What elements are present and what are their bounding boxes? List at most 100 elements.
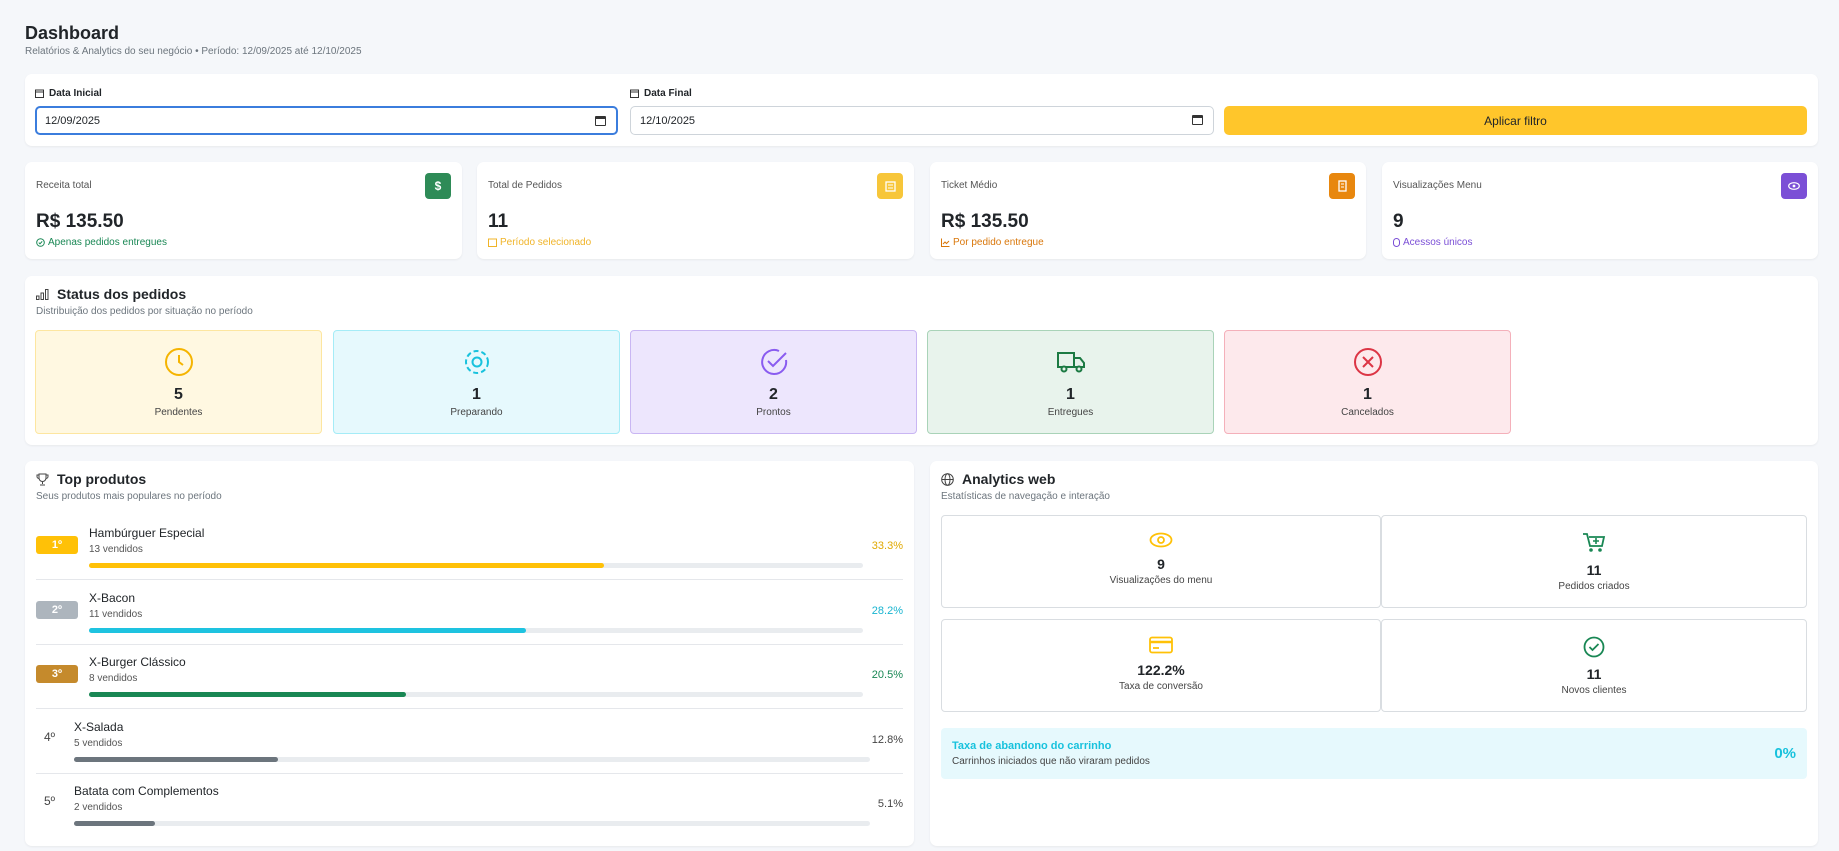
product-sold: 5 vendidos: [74, 737, 123, 749]
progress-track: [89, 563, 863, 568]
progress-track: [89, 627, 863, 633]
product-sold: 2 vendidos: [74, 802, 123, 813]
stat-value: 11: [488, 211, 509, 232]
status-count: 1: [1066, 386, 1075, 403]
stat-label: Total de Pedidos: [488, 180, 562, 191]
abandon-subtitle: Carrinhos iniciados que não viraram pedi…: [952, 756, 1150, 767]
stat-note-text: Acessos únicos: [1403, 237, 1473, 248]
start-label-text: Data Inicial: [49, 88, 102, 99]
abandon-box: Taxa de abandono do carrinho Carrinhos i…: [941, 728, 1807, 779]
progress-track: [89, 692, 863, 697]
product-name: Hambúrguer Especial: [89, 526, 205, 540]
stat-value: R$ 135.50: [36, 211, 124, 232]
product-sold: 11 vendidos: [89, 608, 143, 620]
analytics-box: 11 Novos clientes: [1381, 619, 1807, 712]
analytics-value: 11: [1586, 666, 1602, 682]
status-label: Pendentes: [154, 407, 203, 418]
stat-label: Visualizações Menu: [1393, 180, 1482, 191]
status-count: 1: [1363, 386, 1372, 403]
product-row: 5º Batata com Complementos 2 vendidos 5.1%: [36, 774, 903, 838]
rank-badge: 2º: [36, 600, 78, 619]
stat-note-text: Período selecionado: [500, 237, 592, 248]
top-products-card: Top produtos Seus produtos mais populare…: [25, 461, 914, 846]
top-products-title: Top produtos: [36, 471, 146, 487]
rank: 5º: [44, 794, 56, 808]
stat-card: Receita total $ R$ 135.50 Apenas pedidos…: [25, 162, 462, 259]
stat-card: Ticket Médio R$ 135.50 Por pedido entreg…: [930, 162, 1366, 259]
progress-track: [74, 756, 870, 762]
start-date-input[interactable]: 12/09/2025: [35, 106, 618, 135]
abandon-value: 0%: [1774, 745, 1796, 762]
analytics-subtitle: Estatísticas de navegação e interação: [941, 491, 1110, 502]
abandon-title: Taxa de abandono do carrinho: [952, 740, 1112, 752]
progress-bar: [74, 756, 278, 762]
rank: 4º: [44, 729, 56, 744]
analytics-box: 11 Pedidos criados: [1381, 515, 1807, 608]
stat-card: Visualizações Menu 9 Acessos únicos: [1382, 162, 1818, 259]
analytics-label: Pedidos criados: [1558, 581, 1630, 592]
status-box: 1 Cancelados: [1224, 330, 1511, 434]
stat-note: Acessos únicos: [1393, 237, 1472, 248]
start-date-value: 12/09/2025: [45, 115, 101, 127]
end-label-text: Data Final: [644, 88, 692, 99]
stat-note: Período selecionado: [488, 237, 591, 248]
stat-icon: [877, 173, 903, 199]
stat-icon: $: [425, 173, 451, 199]
stat-icon: [1329, 173, 1355, 199]
stat-label: Receita total: [36, 180, 92, 191]
status-title-text: Status dos pedidos: [57, 286, 187, 302]
page-title: Dashboard: [25, 23, 120, 43]
stat-card: Total de Pedidos 11 Período selecionado: [477, 162, 914, 259]
progress-bar: [74, 821, 156, 826]
analytics-value: 122.2%: [1137, 662, 1185, 678]
status-box: 5 Pendentes: [35, 330, 322, 434]
analytics-label: Taxa de conversão: [1119, 681, 1203, 692]
product-name: Batata com Complementos: [74, 784, 219, 798]
end-date-value: 12/10/2025: [640, 115, 696, 127]
stat-note-text: Por pedido entregue: [953, 237, 1044, 248]
analytics-card: Analytics web Estatísticas de navegação …: [930, 461, 1818, 846]
product-sold: 13 vendidos: [89, 544, 143, 555]
status-subtitle: Distribuição dos pedidos por situação no…: [36, 306, 253, 317]
analytics-value: 11: [1586, 562, 1602, 578]
status-title: Status dos pedidos: [36, 286, 186, 302]
top-products-title-text: Top produtos: [57, 471, 147, 487]
analytics-box: 9 Visualizações do menu: [941, 515, 1381, 608]
page-subtitle: Relatórios & Analytics do seu negócio • …: [25, 46, 362, 57]
product-percent: 33.3%: [871, 540, 903, 552]
stat-note: Apenas pedidos entregues: [36, 237, 167, 248]
status-count: 2: [769, 386, 778, 403]
analytics-title-text: Analytics web: [962, 471, 1056, 487]
product-sold: 8 vendidos: [89, 673, 138, 684]
rank-badge: 1º: [36, 536, 78, 554]
product-percent: 5.1%: [877, 798, 903, 810]
progress-bar: [89, 692, 407, 697]
analytics-label: Novos clientes: [1561, 685, 1627, 696]
status-label: Cancelados: [1341, 407, 1394, 418]
product-row: 3º X-Burger Clássico 8 vendidos 20.5%: [36, 645, 903, 709]
analytics-value: 9: [1157, 556, 1165, 572]
status-box: 1 Entregues: [927, 330, 1214, 434]
analytics-box: 122.2% Taxa de conversão: [941, 619, 1381, 712]
analytics-title: Analytics web: [941, 471, 1055, 487]
status-box: 2 Prontos: [630, 330, 917, 434]
end-date-input[interactable]: 12/10/2025: [630, 106, 1214, 135]
status-count: 5: [174, 386, 183, 403]
top-products-subtitle: Seus produtos mais populares no período: [36, 491, 222, 502]
progress-track: [74, 821, 870, 826]
stat-note-text: Apenas pedidos entregues: [48, 237, 167, 248]
rank-badge: 3º: [36, 665, 78, 683]
progress-bar: [89, 627, 526, 633]
product-percent: 20.5%: [871, 669, 903, 681]
product-percent: 12.8%: [871, 733, 903, 746]
product-name: X-Salada: [74, 719, 124, 734]
apply-button[interactable]: Aplicar filtro: [1224, 106, 1807, 135]
end-label: Data Final: [630, 88, 692, 99]
product-row: 1º Hambúrguer Especial 13 vendidos 33.3%: [36, 516, 903, 580]
analytics-label: Visualizações do menu: [1109, 575, 1213, 586]
status-box: 1 Preparando: [333, 330, 620, 434]
stat-value: R$ 135.50: [941, 211, 1029, 232]
stat-icon: [1781, 173, 1807, 199]
status-label: Entregues: [1047, 407, 1094, 418]
product-percent: 28.2%: [871, 604, 903, 617]
